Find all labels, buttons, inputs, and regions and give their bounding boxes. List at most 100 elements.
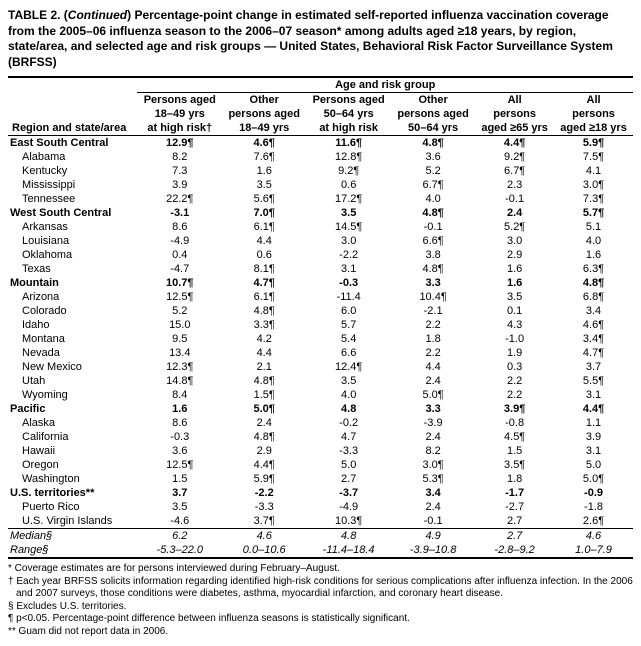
value-cell: 4.1 (554, 164, 633, 178)
row-label: Tennessee (8, 192, 137, 206)
value-cell: 4.7¶ (222, 276, 306, 290)
value-cell: -2.2 (306, 248, 391, 262)
value-cell: -11.4–18.4 (306, 543, 391, 558)
age-risk-span: Age and risk group (137, 77, 633, 93)
value-cell: 3.5 (306, 206, 391, 220)
value-cell: 3.8 (391, 248, 475, 262)
value-cell: 5.3¶ (391, 472, 475, 486)
row-label: Oklahoma (8, 248, 137, 262)
value-cell: 5.0¶ (554, 472, 633, 486)
value-cell: 9.2¶ (475, 150, 554, 164)
col1-l1: Persons aged (137, 93, 222, 108)
value-cell: 5.7¶ (554, 206, 633, 220)
row-label: California (8, 430, 137, 444)
value-cell: 3.7 (137, 486, 222, 500)
value-cell: 1.0–7.9 (554, 543, 633, 558)
value-cell: 3.3¶ (222, 318, 306, 332)
value-cell: 7.3¶ (554, 192, 633, 206)
value-cell: 5.5¶ (554, 374, 633, 388)
value-cell: 3.1 (306, 262, 391, 276)
value-cell: 5.9¶ (222, 472, 306, 486)
value-cell: 3.4 (391, 486, 475, 500)
value-cell: 2.3 (475, 178, 554, 192)
group-label: Pacific (8, 402, 137, 416)
value-cell: 8.1¶ (222, 262, 306, 276)
value-cell: -1.0 (475, 332, 554, 346)
value-cell: 3.5 (306, 374, 391, 388)
value-cell: 8.2 (137, 150, 222, 164)
value-cell: 3.5¶ (475, 458, 554, 472)
col6-l1: All (554, 93, 633, 108)
value-cell: 1.6 (222, 164, 306, 178)
value-cell: 6.6 (306, 346, 391, 360)
value-cell: 7.6¶ (222, 150, 306, 164)
group-label: East South Central (8, 136, 137, 151)
value-cell: 4.4 (222, 234, 306, 248)
value-cell: 4.4 (222, 346, 306, 360)
value-cell: 3.9¶ (475, 402, 554, 416)
value-cell: 14.8¶ (137, 374, 222, 388)
value-cell: -3.3 (222, 500, 306, 514)
row-label: Kentucky (8, 164, 137, 178)
table-title: TABLE 2. (Continued) Percentage-point ch… (8, 8, 633, 70)
value-cell: 6.1¶ (222, 290, 306, 304)
value-cell: -2.8–9.2 (475, 543, 554, 558)
row-label: Oregon (8, 458, 137, 472)
value-cell: 8.2 (391, 444, 475, 458)
value-cell: 5.6¶ (222, 192, 306, 206)
value-cell: 12.5¶ (137, 290, 222, 304)
value-cell: 4.6 (222, 529, 306, 544)
value-cell: 2.1 (222, 360, 306, 374)
value-cell: 3.1 (554, 388, 633, 402)
footnote-line: § Excludes U.S. territories. (8, 601, 633, 614)
value-cell: 5.1 (554, 220, 633, 234)
value-cell: 4.9 (391, 529, 475, 544)
value-cell: 2.2 (391, 346, 475, 360)
value-cell: -1.8 (554, 500, 633, 514)
value-cell: 4.8¶ (222, 304, 306, 318)
value-cell: 3.6 (137, 444, 222, 458)
value-cell: 3.0 (475, 234, 554, 248)
value-cell: 4.0 (391, 192, 475, 206)
value-cell: -1.7 (475, 486, 554, 500)
value-cell: 4.7 (306, 430, 391, 444)
value-cell: -3.7 (306, 486, 391, 500)
footnote-line: ¶ p<0.05. Percentage-point difference be… (8, 613, 633, 626)
value-cell: 2.7 (475, 529, 554, 544)
value-cell: -11.4 (306, 290, 391, 304)
value-cell: 4.8¶ (391, 206, 475, 220)
group-label: U.S. territories** (8, 486, 137, 500)
value-cell: 0.6 (222, 248, 306, 262)
value-cell: 2.2 (391, 318, 475, 332)
value-cell: 4.0 (554, 234, 633, 248)
value-cell: 6.6¶ (391, 234, 475, 248)
value-cell: 5.7 (306, 318, 391, 332)
value-cell: 5.9¶ (554, 136, 633, 151)
value-cell: 0.0–10.6 (222, 543, 306, 558)
value-cell: 3.7 (554, 360, 633, 374)
value-cell: 4.7¶ (554, 346, 633, 360)
value-cell: 9.5 (137, 332, 222, 346)
value-cell: 3.0 (306, 234, 391, 248)
value-cell: -0.2 (306, 416, 391, 430)
value-cell: 0.6 (306, 178, 391, 192)
value-cell: 2.4 (222, 416, 306, 430)
value-cell: 5.2¶ (475, 220, 554, 234)
value-cell: 3.5 (222, 178, 306, 192)
value-cell: 2.4 (391, 430, 475, 444)
row-label: Arizona (8, 290, 137, 304)
value-cell: 4.8 (306, 529, 391, 544)
value-cell: 4.6¶ (222, 136, 306, 151)
value-cell: 2.7 (306, 472, 391, 486)
value-cell: -3.9–10.8 (391, 543, 475, 558)
value-cell: 22.2¶ (137, 192, 222, 206)
row-label: Alabama (8, 150, 137, 164)
value-cell: -0.9 (554, 486, 633, 500)
row-label: Mississippi (8, 178, 137, 192)
value-cell: 4.8¶ (554, 276, 633, 290)
row-label: Washington (8, 472, 137, 486)
row-label: Median§ (8, 529, 137, 544)
footnote-line: ** Guam did not report data in 2006. (8, 626, 633, 639)
value-cell: 4.8¶ (222, 374, 306, 388)
value-cell: -5.3–22.0 (137, 543, 222, 558)
